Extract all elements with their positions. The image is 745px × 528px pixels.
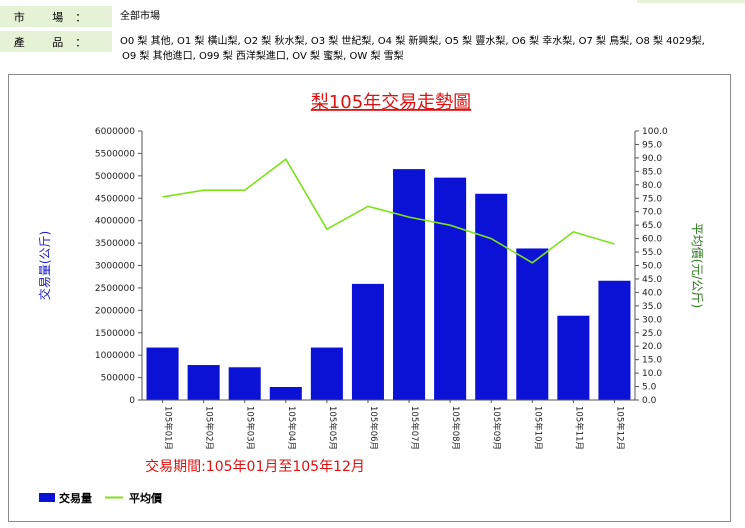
left-tick-label: 4000000 [95, 217, 135, 227]
product-row: 產 品： O0 梨 其他, O1 梨 橫山梨, O2 梨 秋水梨, O3 梨 世… [0, 31, 705, 64]
x-tick-label: 105年07月 [409, 406, 420, 450]
right-tick-label: 25.0 [642, 329, 662, 339]
right-axis-ticks: 0.0 5.0 10.0 15.0 20.0 25.0 30.0 35.0 40.0 45.0 50… [635, 127, 668, 406]
right-tick-label: 75.0 [642, 194, 662, 204]
left-tick-label: 500000 [101, 374, 136, 384]
axes [141, 131, 636, 401]
right-tick-label: 30.0 [642, 315, 662, 325]
left-tick-label: 2500000 [95, 284, 135, 294]
volume-bar [187, 365, 220, 400]
right-tick-label: 45.0 [642, 275, 662, 285]
volume-bar [434, 177, 467, 400]
left-axis-ticks: 0 500000 1000000 1500000 2000000 2500000 30000… [95, 127, 142, 406]
legend: 交易量 平均價 [39, 491, 163, 505]
left-tick-label: 1500000 [95, 329, 135, 339]
right-tick-label: 80.0 [642, 181, 662, 191]
right-tick-label: 35.0 [642, 302, 662, 312]
legend-price-label: 平均價 [129, 491, 163, 505]
left-tick-label: 4500000 [95, 194, 135, 204]
x-tick-label: 105年06月 [368, 406, 379, 450]
right-tick-label: 40.0 [642, 288, 662, 298]
legend-volume-swatch [39, 493, 55, 502]
right-tick-label: 65.0 [642, 221, 662, 231]
left-tick-label: 6000000 [95, 127, 135, 137]
x-tick-label: 105年09月 [491, 406, 502, 450]
volume-bar [146, 347, 179, 400]
product-values-line2: O9 梨 其他進口, O99 梨 西洋梨進口, OV 梨 蜜梨, OW 梨 雪梨 [122, 51, 404, 62]
price-line [162, 158, 615, 264]
x-tick-label: 105年01月 [163, 406, 174, 450]
left-tick-label: 3500000 [95, 239, 135, 249]
right-tick-label: 70.0 [642, 208, 662, 218]
chart-frame: 梨105年交易走勢圖 0 500000 1000000 1500000 2000000 2… [8, 74, 731, 522]
market-value: 全部市場 [120, 11, 160, 22]
x-tick-label: 105年05月 [327, 406, 338, 450]
x-tick-label: 105年12月 [614, 406, 625, 450]
right-axis-label: 平均價(元/公斤) [690, 223, 704, 308]
legend-volume-label: 交易量 [59, 491, 92, 505]
x-tick-label: 105年08月 [450, 406, 461, 450]
x-tick-label: 105年03月 [245, 406, 256, 450]
product-values: O0 梨 其他, O1 梨 橫山梨, O2 梨 秋水梨, O3 梨 世紀梨, O… [112, 31, 705, 64]
right-tick-label: 15.0 [642, 356, 662, 366]
top-right-tab [637, 0, 745, 3]
volume-bar [516, 248, 549, 400]
volume-bar [393, 169, 426, 400]
left-tick-label: 2000000 [95, 306, 135, 316]
market-row: 市 場： 全部市場 [0, 6, 160, 27]
right-tick-label: 100.0 [642, 127, 668, 137]
right-tick-label: 85.0 [642, 167, 662, 177]
right-tick-label: 20.0 [642, 342, 662, 352]
product-values-line1: O0 梨 其他, O1 梨 橫山梨, O2 梨 秋水梨, O3 梨 世紀梨, O… [120, 36, 705, 47]
product-label: 產 品： [0, 31, 112, 52]
volume-bars [146, 169, 631, 400]
volume-bar [351, 283, 384, 400]
right-tick-label: 90.0 [642, 154, 662, 164]
left-tick-label: 5000000 [95, 172, 135, 182]
volume-bar [269, 386, 302, 400]
right-tick-label: 50.0 [642, 262, 662, 272]
right-tick-label: 95.0 [642, 140, 662, 150]
trend-chart: 梨105年交易走勢圖 0 500000 1000000 1500000 2000000 2… [37, 92, 704, 505]
x-tick-label: 105年10月 [532, 406, 543, 450]
left-tick-label: 3000000 [95, 262, 135, 272]
x-axis-labels: 105年01月 105年02月 105年03月 105年04月 105年05月 105年0… [162, 400, 625, 450]
x-tick-label: 105年02月 [204, 406, 215, 450]
x-tick-label: 105年04月 [286, 406, 297, 450]
market-label: 市 場： [0, 6, 112, 27]
x-tick-label: 105年11月 [573, 406, 584, 450]
right-tick-label: 55.0 [642, 248, 662, 258]
volume-bar [598, 280, 631, 400]
left-tick-label: 5500000 [95, 149, 135, 159]
volume-bar [557, 315, 590, 400]
right-tick-label: 60.0 [642, 235, 662, 245]
right-tick-label: 10.0 [642, 369, 662, 379]
left-axis-label: 交易量(公斤) [37, 231, 52, 300]
left-tick-label: 1000000 [95, 351, 135, 361]
right-tick-label: 5.0 [642, 383, 657, 393]
right-tick-label: 0.0 [642, 396, 657, 406]
chart-title: 梨105年交易走勢圖 [311, 92, 471, 113]
x-axis-title: 交易期間:105年01月至105年12月 [145, 458, 365, 475]
volume-bar [228, 367, 261, 400]
left-tick-label: 0 [129, 396, 135, 406]
volume-bar [475, 193, 508, 400]
volume-bar [310, 347, 343, 400]
